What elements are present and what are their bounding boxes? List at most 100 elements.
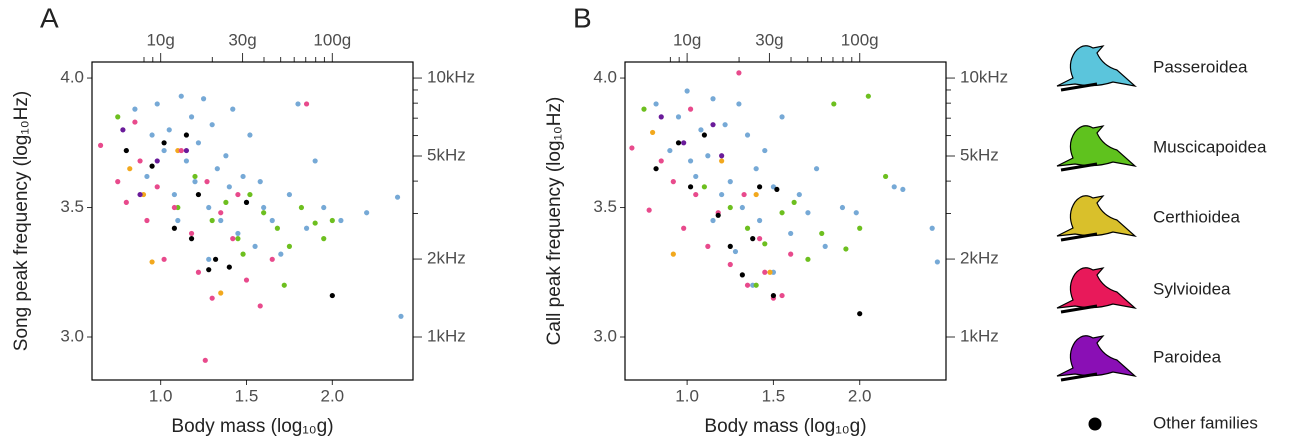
point: [247, 132, 253, 138]
legend-icon: [1056, 267, 1137, 309]
point: [240, 251, 246, 257]
point: [206, 204, 212, 211]
point: [240, 173, 246, 180]
point: [149, 163, 155, 169]
point: [710, 122, 716, 128]
point: [243, 277, 250, 283]
point: [137, 158, 143, 164]
point: [727, 179, 733, 185]
point: [757, 236, 763, 242]
point: [762, 241, 768, 247]
point: [753, 282, 759, 288]
point: [195, 140, 202, 146]
point: [312, 220, 318, 226]
point: [123, 147, 129, 154]
right-tick-label: 10kHz: [960, 68, 1008, 87]
right-tick-label: 10kHz: [427, 68, 475, 87]
point: [779, 210, 785, 216]
point: [183, 132, 190, 138]
legend-icon: [1088, 417, 1102, 431]
y-axis-label: Song peak frequency (log₁₀Hz): [11, 91, 32, 351]
point: [269, 256, 275, 262]
y-tick-label: 3.5: [60, 197, 84, 216]
point: [132, 119, 138, 125]
right-tick-label: 1kHz: [960, 326, 999, 345]
point: [329, 292, 335, 299]
point: [681, 140, 687, 146]
plot-frame: [624, 61, 947, 381]
point: [257, 303, 263, 309]
right-tick-label: 5kHz: [427, 145, 466, 164]
point: [286, 191, 293, 198]
point: [882, 173, 889, 180]
legend-item: [1056, 267, 1137, 314]
point: [171, 225, 177, 231]
point: [750, 236, 756, 242]
right-tick-label: 2kHz: [427, 249, 466, 268]
point: [687, 106, 694, 112]
legend-item: [1056, 45, 1137, 92]
point: [891, 184, 897, 190]
point: [144, 217, 150, 224]
point: [681, 225, 687, 231]
point: [214, 166, 220, 172]
legend-label: Muscicapoidea: [1153, 137, 1267, 156]
point: [736, 70, 742, 76]
point: [698, 127, 704, 133]
point: [819, 230, 825, 237]
point: [235, 230, 241, 237]
y-tick-label: 4.0: [60, 68, 84, 87]
x-tick-label: 1.0: [675, 386, 699, 405]
right-tick-label: 1kHz: [427, 326, 466, 345]
point: [161, 256, 167, 262]
x-tick-label: 2.0: [321, 386, 345, 405]
legend-label: Certhioidea: [1153, 207, 1240, 226]
point: [839, 204, 846, 211]
x-axis-label: Body mass (log₁₀g): [704, 416, 866, 437]
point: [670, 251, 676, 257]
point: [710, 217, 716, 224]
legend-item: [1056, 195, 1137, 242]
point: [274, 225, 280, 231]
point: [364, 210, 370, 216]
point: [853, 210, 859, 216]
point: [813, 166, 820, 172]
legend-label: Sylvioidea: [1153, 279, 1231, 298]
point: [791, 199, 797, 205]
point: [753, 191, 759, 198]
x-tick-label: 2.0: [848, 386, 872, 405]
point: [788, 230, 794, 237]
point: [206, 267, 212, 273]
point: [149, 259, 155, 265]
right-tick-label: 5kHz: [960, 145, 999, 164]
point: [843, 246, 849, 252]
y-axis-label: Call peak frequency (log₁₀Hz): [544, 97, 565, 346]
point: [646, 207, 652, 213]
y-tick-label: 3.0: [60, 326, 84, 345]
point: [329, 217, 335, 224]
point: [394, 194, 401, 200]
point: [762, 147, 768, 154]
point: [629, 145, 635, 151]
legend-label: Other families: [1153, 413, 1258, 432]
legend-perch: [1060, 372, 1098, 382]
point: [188, 114, 195, 120]
legend-item: [1056, 125, 1137, 172]
point: [178, 147, 184, 154]
point: [757, 184, 763, 190]
point: [732, 248, 739, 255]
y-tick-label: 4.0: [593, 68, 617, 87]
point: [710, 96, 716, 102]
point: [115, 179, 121, 185]
point: [298, 204, 305, 211]
point: [195, 269, 202, 275]
point: [144, 173, 150, 180]
point: [722, 122, 728, 128]
point: [693, 191, 699, 198]
point: [120, 127, 126, 133]
point: [727, 204, 733, 211]
point: [200, 96, 207, 102]
point: [900, 186, 906, 193]
x-tick-label: 1.5: [235, 386, 259, 405]
panel-label: B: [573, 2, 592, 33]
